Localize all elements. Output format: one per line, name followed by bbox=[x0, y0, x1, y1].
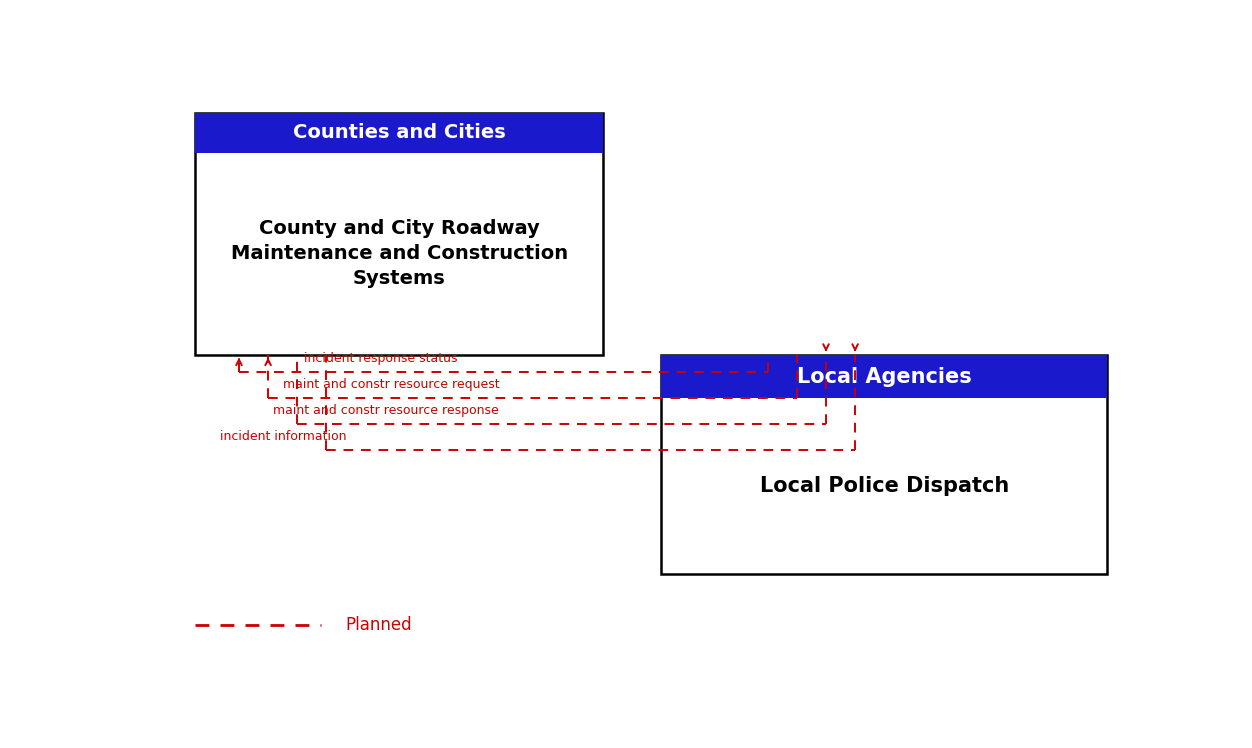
Text: Local Police Dispatch: Local Police Dispatch bbox=[760, 476, 1009, 496]
Bar bbox=[195, 113, 602, 153]
Bar bbox=[661, 355, 1107, 574]
Bar bbox=[661, 355, 1107, 399]
Text: maint and constr resource response: maint and constr resource response bbox=[273, 404, 498, 417]
Text: Local Agencies: Local Agencies bbox=[796, 367, 972, 387]
Text: Planned: Planned bbox=[346, 616, 412, 634]
Bar bbox=[195, 113, 602, 355]
Text: Counties and Cities: Counties and Cities bbox=[293, 123, 506, 142]
Text: incident information: incident information bbox=[219, 430, 346, 443]
Text: County and City Roadway
Maintenance and Construction
Systems: County and City Roadway Maintenance and … bbox=[230, 219, 567, 288]
Text: maint and constr resource request: maint and constr resource request bbox=[283, 378, 500, 391]
Text: incident response status: incident response status bbox=[304, 352, 457, 365]
